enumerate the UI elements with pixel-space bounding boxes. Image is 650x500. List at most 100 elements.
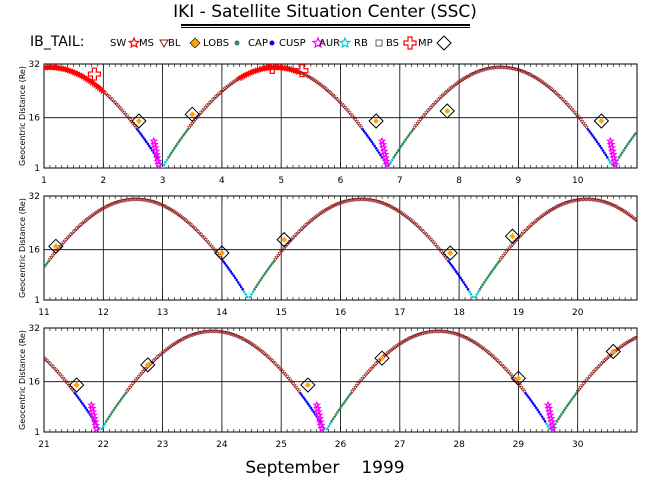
trajectory-point	[391, 346, 396, 351]
trajectory-point	[231, 80, 236, 85]
trajectory-point	[538, 79, 543, 84]
trajectory-point	[311, 217, 316, 221]
trajectory-point	[326, 207, 331, 211]
trajectory-point	[528, 73, 533, 78]
trajectory-point	[254, 285, 258, 289]
trajectory-point	[99, 207, 104, 212]
trajectory-point	[228, 332, 233, 337]
trajectory-point	[532, 220, 537, 225]
trajectory-point	[388, 205, 394, 210]
trajectory-point	[232, 274, 236, 278]
trajectory-point	[295, 231, 300, 236]
trajectory-point	[385, 351, 391, 356]
trajectory-point	[387, 204, 392, 209]
trajectory-point	[561, 410, 565, 414]
trajectory-point	[621, 343, 626, 348]
trajectory-point	[104, 420, 108, 423]
trajectory-point	[299, 71, 305, 76]
title-underline	[181, 24, 470, 26]
trajectory-point	[121, 396, 124, 399]
trajectory-point	[252, 344, 257, 349]
trajectory-point	[201, 107, 207, 112]
trajectory	[44, 329, 637, 432]
trajectory-point	[557, 417, 560, 421]
trajectory-point	[617, 156, 621, 159]
legend-marker-sw	[127, 36, 141, 49]
trajectory-point	[276, 254, 281, 258]
trajectory-point	[210, 98, 216, 103]
trajectory-point	[144, 367, 149, 371]
trajectory-point	[493, 266, 496, 269]
mp-crossing	[131, 113, 147, 129]
trajectory-point	[545, 210, 551, 215]
trajectory-point	[210, 246, 216, 251]
trajectory-point	[306, 402, 310, 405]
trajectory-point	[513, 67, 518, 72]
trajectory-point	[169, 208, 174, 213]
trajectory-point	[353, 118, 358, 123]
trajectory-point	[529, 74, 534, 78]
trajectory-point	[139, 371, 144, 376]
trajectory-point	[325, 207, 330, 212]
trajectory-point	[73, 228, 78, 233]
trajectory-point	[627, 339, 632, 344]
trajectory-point	[164, 206, 170, 210]
trajectory-point	[459, 334, 465, 339]
trajectory-point	[266, 268, 270, 271]
mp-crossing	[504, 228, 521, 244]
legend-label-bs: BS	[386, 38, 399, 49]
trajectory-point	[295, 388, 300, 392]
trajectory-point	[298, 228, 303, 233]
legend-label-aur: AUR	[319, 38, 340, 49]
trajectory-point	[574, 113, 579, 117]
trajectory-point	[188, 124, 193, 128]
trajectory-point	[540, 415, 544, 418]
trajectory-point	[394, 344, 399, 349]
trajectory-point	[448, 87, 453, 92]
trajectory-point	[268, 266, 271, 269]
trajectory-point	[505, 248, 511, 253]
lobs-marker	[379, 355, 386, 362]
trajectory-point	[170, 343, 176, 348]
trajectory-point	[504, 250, 509, 255]
trajectory-point	[596, 365, 601, 370]
trajectory-point	[385, 203, 391, 208]
trajectory-point	[233, 79, 238, 84]
trajectory-point	[577, 388, 582, 392]
trajectory-point	[308, 76, 313, 81]
trajectory-point	[523, 71, 528, 76]
trajectory-point	[412, 125, 417, 130]
trajectory-point	[394, 208, 399, 213]
trajectory-point	[164, 347, 170, 352]
trajectory-point	[83, 219, 88, 224]
trajectory-point	[437, 96, 442, 101]
trajectory-point	[320, 210, 325, 215]
trajectory-point	[606, 156, 609, 159]
trajectory-point	[213, 95, 219, 100]
trajectory-point	[431, 241, 437, 246]
trajectory-point	[119, 398, 123, 401]
trajectory-point	[517, 69, 522, 73]
trajectory-point	[348, 113, 353, 117]
trajectory-point	[625, 340, 631, 345]
trajectory-point	[101, 207, 106, 211]
trajectory-point	[110, 410, 114, 414]
trajectory-point	[323, 208, 328, 213]
trajectory-point	[167, 156, 170, 159]
trajectory-point	[479, 345, 484, 350]
trajectory-point	[73, 392, 77, 395]
trajectory-point	[378, 201, 383, 205]
trajectory-point	[307, 220, 312, 225]
mp-crossing	[439, 103, 455, 119]
trajectory-point	[231, 333, 236, 338]
trajectory-point	[176, 142, 179, 146]
trajectory-point	[627, 213, 632, 218]
trajectory-point	[443, 91, 448, 96]
trajectory-point	[508, 373, 514, 378]
trajectory-point	[535, 77, 540, 82]
x-tick-label: 27	[394, 440, 405, 450]
trajectory-point	[349, 392, 353, 395]
trajectory-point	[480, 285, 483, 289]
trajectory-point	[467, 338, 472, 342]
trajectory-point	[634, 335, 637, 340]
